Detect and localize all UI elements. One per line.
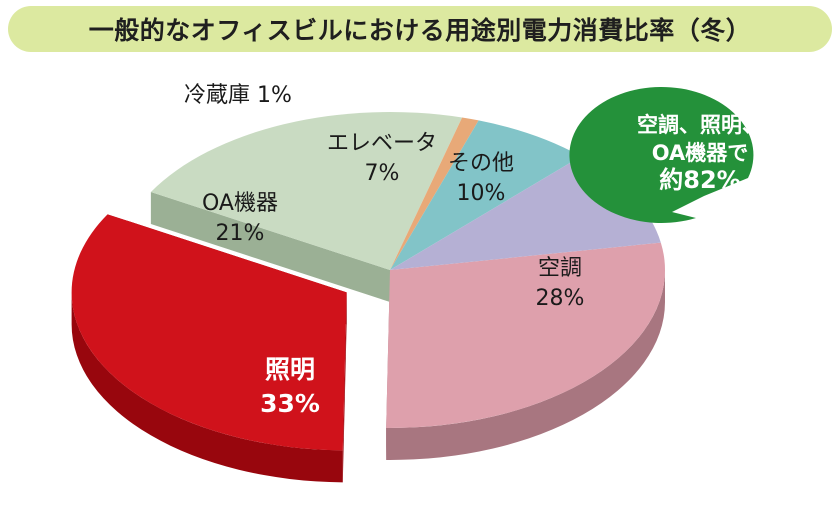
slice-label-value-空調: 28% bbox=[536, 286, 585, 311]
slice-label-value-OA機器: 21% bbox=[216, 221, 265, 246]
slice-cut-OA機器 bbox=[150, 191, 390, 302]
slice-label-name-冷蔵庫: 冷蔵庫 1% bbox=[184, 83, 292, 108]
chart-title: 一般的なオフィスビルにおける用途別電力消費比率（冬） bbox=[88, 16, 752, 45]
slice-label-value-照明: 33% bbox=[260, 389, 320, 418]
slice-OA機器 bbox=[150, 112, 463, 271]
callout-bubble: 空調、照明、 OA機器で 約82% bbox=[569, 86, 763, 223]
callout-line-3: 約82% bbox=[659, 166, 740, 194]
slice-label-value-その他: 10% bbox=[457, 181, 506, 206]
callout-shape bbox=[569, 86, 754, 223]
slice-冷蔵庫 bbox=[390, 117, 479, 270]
slice-エレベータ bbox=[390, 120, 582, 271]
chart-title-bar: 一般的なオフィスビルにおける用途別電力消費比率（冬） bbox=[8, 6, 832, 52]
slice-空調 bbox=[386, 242, 665, 429]
slice-label-name-照明: 照明 bbox=[265, 355, 315, 384]
slice-label-name-その他: その他 bbox=[448, 151, 514, 176]
slice-side-照明-0 bbox=[71, 292, 343, 483]
callout-line-2: OA機器で bbox=[652, 141, 749, 165]
slice-side-照明-cut-0 bbox=[342, 292, 347, 483]
slice-label-name-エレベータ: エレベータ bbox=[327, 131, 437, 156]
pie-labels: 空調 28% 照明 33% OA機器 21% 冷蔵庫 1% エレベータ 7% その他 10% bbox=[184, 83, 584, 418]
slice-side-空調-0 bbox=[386, 270, 665, 460]
pie-slices bbox=[71, 112, 665, 483]
slice-label-name-空調: 空調 bbox=[538, 256, 582, 281]
slice-label-name-OA機器: OA機器 bbox=[202, 191, 278, 216]
slice-label-value-エレベータ: 7% bbox=[365, 161, 400, 186]
callout-line-1: 空調、照明、 bbox=[637, 113, 763, 137]
slice-照明 bbox=[71, 214, 347, 451]
